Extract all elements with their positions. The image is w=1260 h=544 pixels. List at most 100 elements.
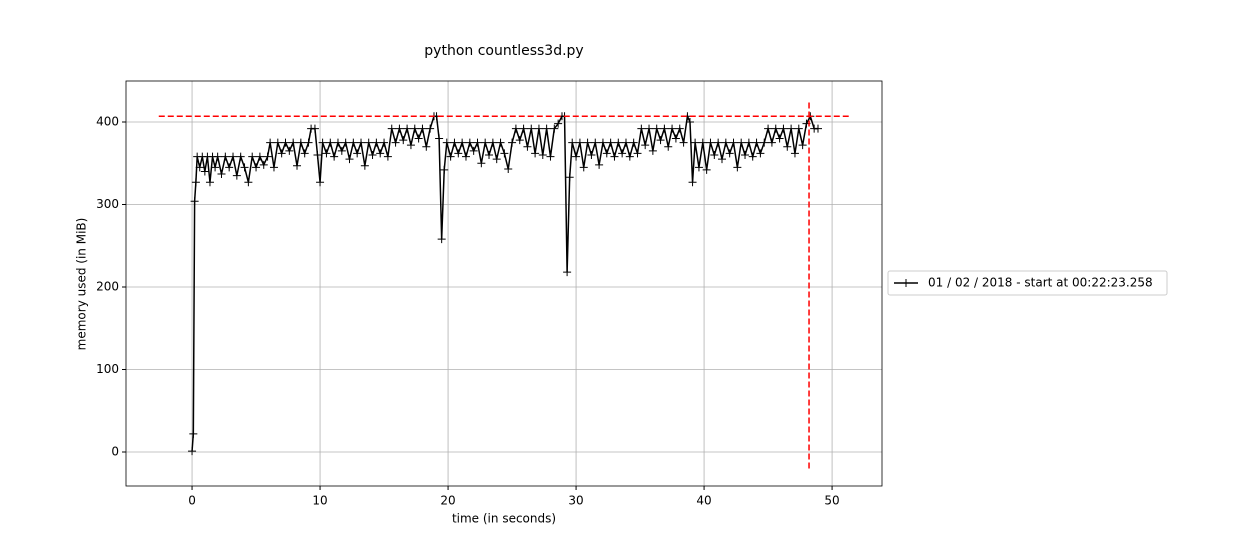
point-marker	[710, 151, 719, 160]
point-marker	[195, 163, 204, 172]
point-marker	[767, 138, 776, 147]
point-marker	[565, 173, 574, 182]
x-tick-label: 50	[824, 494, 839, 508]
point-marker	[591, 138, 600, 147]
point-marker	[360, 161, 369, 170]
point-marker	[725, 149, 734, 158]
x-axis-label: time (in seconds)	[452, 512, 556, 526]
point-marker	[322, 149, 331, 158]
point-marker	[368, 151, 377, 160]
point-marker	[519, 124, 528, 133]
point-marker	[554, 119, 563, 128]
point-marker	[273, 138, 282, 147]
point-marker	[277, 149, 286, 158]
point-marker	[281, 138, 290, 147]
point-marker	[660, 124, 669, 133]
axes-frame	[125, 80, 883, 487]
point-marker	[252, 163, 261, 172]
point-marker	[656, 136, 665, 145]
point-marker	[266, 138, 275, 147]
point-marker	[426, 124, 435, 133]
y-tick-label: 400	[96, 115, 119, 129]
point-marker	[606, 138, 615, 147]
point-marker	[621, 138, 630, 147]
y-tick-label: 200	[96, 280, 119, 294]
point-marker	[391, 138, 400, 147]
point-marker	[326, 138, 335, 147]
point-marker	[353, 149, 362, 158]
point-marker	[232, 171, 241, 180]
point-marker	[527, 124, 536, 133]
point-marker	[531, 149, 540, 158]
point-marker	[602, 149, 611, 158]
point-marker	[563, 268, 572, 277]
point-marker	[691, 138, 700, 147]
point-marker	[211, 163, 220, 172]
point-marker	[702, 165, 711, 174]
point-marker	[458, 138, 467, 147]
point-marker	[756, 149, 765, 158]
point-marker	[349, 138, 358, 147]
point-marker	[492, 155, 501, 164]
point-marker	[481, 138, 490, 147]
point-marker	[508, 138, 517, 147]
point-marker	[546, 152, 555, 161]
point-marker	[387, 124, 396, 133]
chart-title: python countless3d.py	[424, 43, 583, 59]
point-marker	[304, 138, 313, 147]
x-tick-label: 0	[188, 494, 196, 508]
point-marker	[313, 151, 322, 160]
point-marker	[500, 149, 509, 158]
point-marker	[465, 138, 474, 147]
point-marker	[473, 138, 482, 147]
point-marker	[437, 235, 446, 244]
point-marker	[376, 149, 385, 158]
point-marker	[236, 152, 245, 161]
point-marker	[300, 149, 309, 158]
x-tick-label: 30	[568, 494, 583, 508]
point-marker	[318, 138, 327, 147]
point-marker	[269, 163, 278, 172]
point-marker	[310, 124, 319, 133]
point-marker	[794, 124, 803, 133]
point-marker	[337, 146, 346, 155]
point-marker	[189, 429, 198, 438]
point-marker	[587, 151, 596, 160]
point-marker	[446, 152, 455, 161]
point-marker	[729, 138, 738, 147]
point-marker	[568, 138, 577, 147]
point-marker	[333, 138, 342, 147]
point-marker	[641, 141, 650, 150]
point-marker	[469, 146, 478, 155]
point-marker	[418, 124, 427, 133]
point-marker	[783, 142, 792, 151]
x-tick-label: 10	[312, 494, 327, 508]
point-marker	[714, 138, 723, 147]
point-marker	[496, 138, 505, 147]
point-marker	[395, 124, 404, 133]
point-marker	[614, 138, 623, 147]
point-marker	[477, 159, 486, 168]
point-marker	[787, 124, 796, 133]
point-marker	[698, 138, 707, 147]
point-marker	[188, 447, 197, 456]
point-marker	[706, 138, 715, 147]
point-marker	[579, 163, 588, 172]
point-marker	[225, 163, 234, 172]
point-marker	[775, 134, 784, 143]
point-marker	[798, 141, 807, 150]
point-marker	[629, 138, 638, 147]
point-marker	[205, 178, 214, 187]
point-marker	[191, 178, 200, 187]
x-tick-label: 40	[696, 494, 711, 508]
point-marker	[717, 155, 726, 164]
point-marker	[221, 152, 230, 161]
point-marker	[733, 163, 742, 172]
point-marker	[652, 124, 661, 133]
point-marker	[583, 138, 592, 147]
point-marker	[217, 169, 226, 178]
point-marker	[572, 152, 581, 161]
point-marker	[737, 138, 746, 147]
